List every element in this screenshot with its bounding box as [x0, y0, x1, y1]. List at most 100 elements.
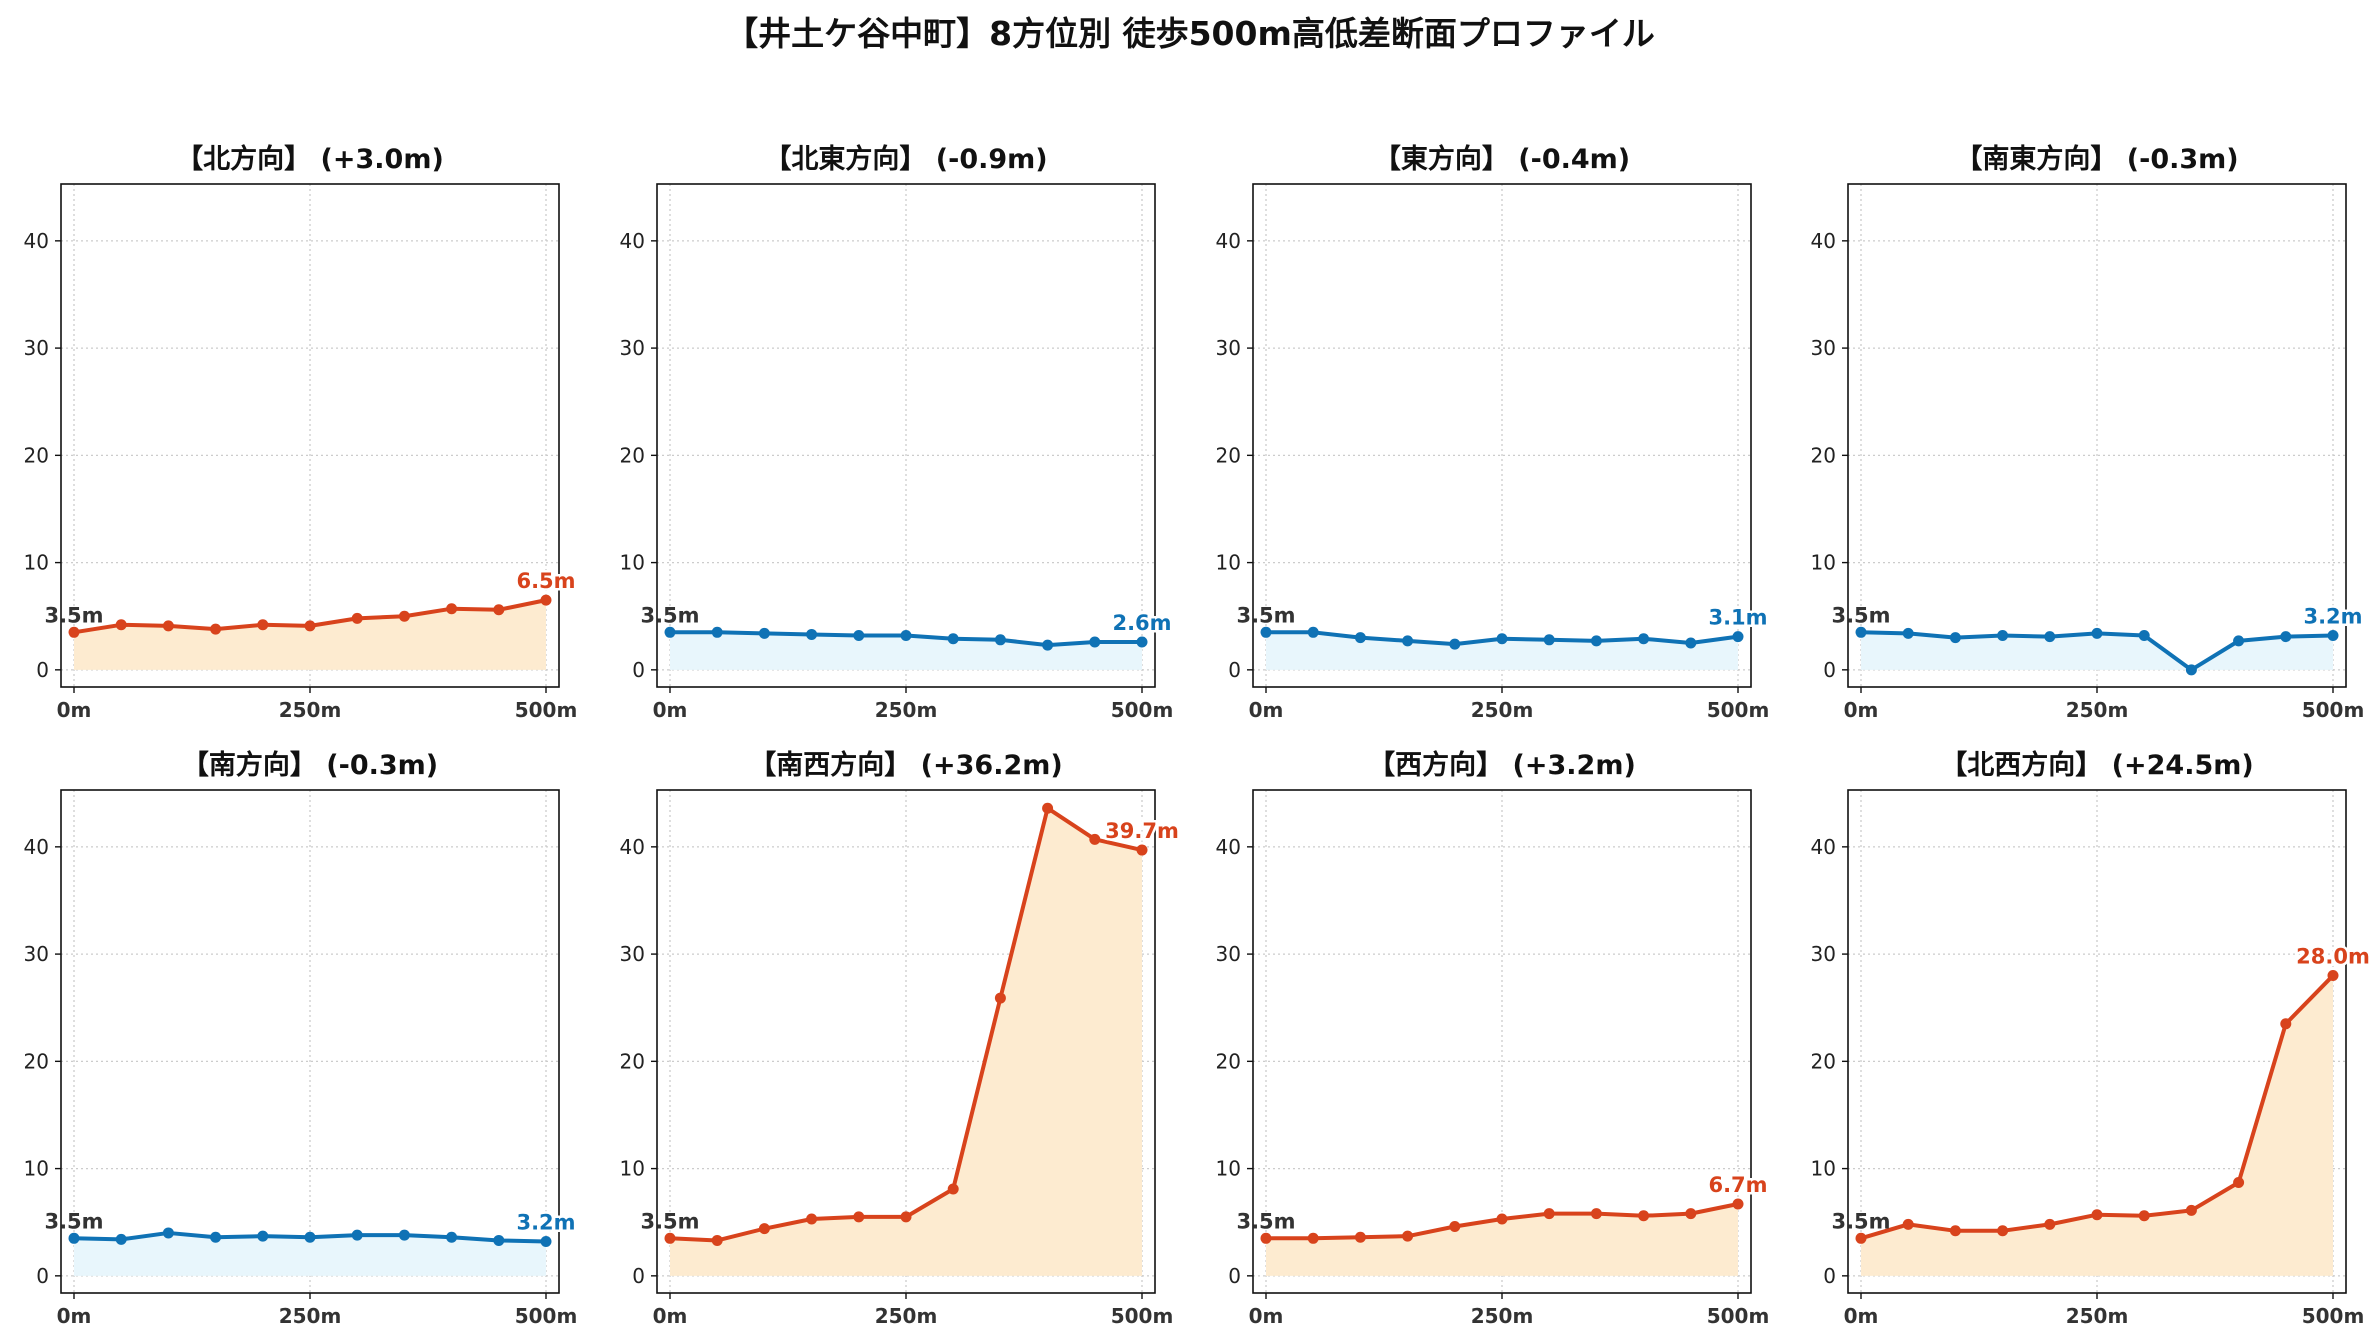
- data-point: [162, 1227, 174, 1239]
- data-point: [540, 1236, 552, 1248]
- data-point: [351, 612, 363, 624]
- x-tick-label: 0m: [57, 1304, 92, 1328]
- data-point: [304, 1231, 316, 1243]
- y-tick-label: 30: [620, 336, 645, 360]
- end-elevation-label: 28.0m: [2296, 945, 2370, 969]
- x-tick-label: 0m: [653, 1304, 688, 1328]
- x-tick-label: 500m: [1707, 698, 1770, 722]
- y-tick-label: 10: [24, 1157, 49, 1181]
- x-tick-label: 500m: [515, 698, 578, 722]
- data-point: [2327, 970, 2339, 982]
- data-point: [1042, 802, 1054, 814]
- start-elevation-label: 3.5m: [1831, 603, 1890, 627]
- x-tick-label: 500m: [1111, 1304, 1174, 1328]
- y-tick-label: 40: [1811, 835, 1836, 859]
- y-tick-label: 20: [1216, 443, 1241, 467]
- data-point: [2280, 631, 2292, 643]
- y-tick-label: 20: [620, 1049, 645, 1073]
- start-elevation-label: 3.5m: [44, 603, 103, 627]
- chart-panel-3: 【東方向】 (-0.4m) 0 10 20 30 40 0m 250m 500m 3.5m 3.1m: [1216, 143, 1771, 722]
- data-point: [853, 1211, 865, 1223]
- data-point: [398, 1229, 410, 1241]
- x-tick-label: 0m: [653, 698, 688, 722]
- data-point: [664, 1232, 676, 1244]
- data-point: [446, 603, 458, 615]
- data-point: [540, 594, 552, 606]
- chart-panel-6: 【南西方向】 (+36.2m) 0 10 20 30 40 0m 250m 500m 3.5m 39…: [620, 749, 1182, 1328]
- data-point: [1949, 1225, 1961, 1237]
- x-tick-label: 250m: [279, 698, 342, 722]
- end-elevation-label: 6.7m: [1708, 1173, 1767, 1197]
- start-elevation-label: 3.5m: [1831, 1209, 1890, 1233]
- data-point: [2185, 664, 2197, 676]
- data-point: [2185, 1204, 2197, 1216]
- chart-panel-5: 【南方向】 (-0.3m) 0 10 20 30 40 0m 250m 500m 3.5m 3.2m: [24, 749, 579, 1328]
- start-elevation-label: 3.5m: [1236, 1209, 1295, 1233]
- data-point: [1685, 1208, 1697, 1220]
- end-elevation-label: 3.1m: [1708, 606, 1767, 630]
- panel-title: 【東方向】 (-0.4m): [1374, 143, 1630, 175]
- figure-title: 【井土ケ谷中町】8方位別 徒歩500m高低差断面プロファイル: [725, 14, 1655, 53]
- x-tick-label: 500m: [515, 1304, 578, 1328]
- start-elevation-label: 3.5m: [640, 1209, 699, 1233]
- panel-title: 【南方向】 (-0.3m): [182, 749, 438, 781]
- area-fill: [1266, 1203, 1738, 1276]
- x-tick-label: 0m: [1249, 698, 1284, 722]
- x-tick-label: 0m: [1249, 1304, 1284, 1328]
- data-point: [115, 1233, 127, 1245]
- panel-title: 【北西方向】 (+24.5m): [1940, 749, 2253, 781]
- data-point: [900, 630, 912, 642]
- area-fill: [670, 632, 1142, 670]
- data-point: [1732, 1198, 1744, 1210]
- data-point: [2138, 1210, 2150, 1222]
- data-point: [493, 604, 505, 616]
- y-tick-label: 30: [620, 942, 645, 966]
- y-tick-label: 20: [24, 443, 49, 467]
- data-point: [1260, 1232, 1272, 1244]
- y-tick-label: 40: [24, 835, 49, 859]
- y-tick-label: 10: [620, 551, 645, 575]
- data-point: [210, 623, 222, 635]
- chart-panel-4: 【南東方向】 (-0.3m) 0 10 20 30 40 0m 250m 500m 3.5m 3.2…: [1811, 143, 2366, 722]
- data-point: [257, 1230, 269, 1242]
- data-point: [2280, 1018, 2292, 1030]
- data-point: [806, 1213, 818, 1225]
- chart-panel-2: 【北東方向】 (-0.9m) 0 10 20 30 40 0m 250m 500m 3.5m 2.6…: [620, 143, 1175, 722]
- data-point: [664, 626, 676, 638]
- data-point: [1685, 637, 1697, 649]
- area-fill: [1861, 632, 2333, 670]
- data-point: [994, 992, 1006, 1004]
- data-point: [351, 1229, 363, 1241]
- area-fill: [74, 1232, 546, 1276]
- data-point: [1997, 630, 2009, 642]
- y-tick-label: 40: [620, 229, 645, 253]
- chart-panels: 【北方向】 (+3.0m) 0 10 20 30 40 0m 250m 500m 3.5m 6.5m…: [24, 143, 2373, 1328]
- data-point: [68, 1232, 80, 1244]
- data-point: [1136, 636, 1148, 648]
- y-tick-label: 0: [632, 1264, 645, 1288]
- data-point: [2044, 631, 2056, 643]
- y-tick-label: 40: [24, 229, 49, 253]
- x-tick-label: 500m: [1111, 698, 1174, 722]
- end-elevation-label: 6.5m: [516, 569, 575, 593]
- chart-panel-8: 【北西方向】 (+24.5m) 0 10 20 30 40 0m 250m 500m 3.5m 28…: [1811, 749, 2373, 1328]
- data-point: [210, 1231, 222, 1243]
- data-point: [1590, 1208, 1602, 1220]
- data-point: [853, 630, 865, 642]
- data-point: [68, 626, 80, 638]
- data-point: [162, 620, 174, 632]
- data-point: [493, 1234, 505, 1246]
- y-tick-label: 0: [632, 658, 645, 682]
- area-fill: [670, 808, 1142, 1276]
- end-elevation-label: 2.6m: [1112, 611, 1171, 635]
- data-point: [2327, 630, 2339, 642]
- data-point: [1543, 1208, 1555, 1220]
- data-point: [806, 628, 818, 640]
- data-point: [994, 634, 1006, 646]
- area-fill: [74, 600, 546, 670]
- x-tick-label: 500m: [2302, 698, 2365, 722]
- data-point: [115, 619, 127, 631]
- y-tick-label: 0: [1228, 658, 1241, 682]
- x-tick-label: 250m: [1471, 1304, 1534, 1328]
- y-tick-label: 30: [24, 942, 49, 966]
